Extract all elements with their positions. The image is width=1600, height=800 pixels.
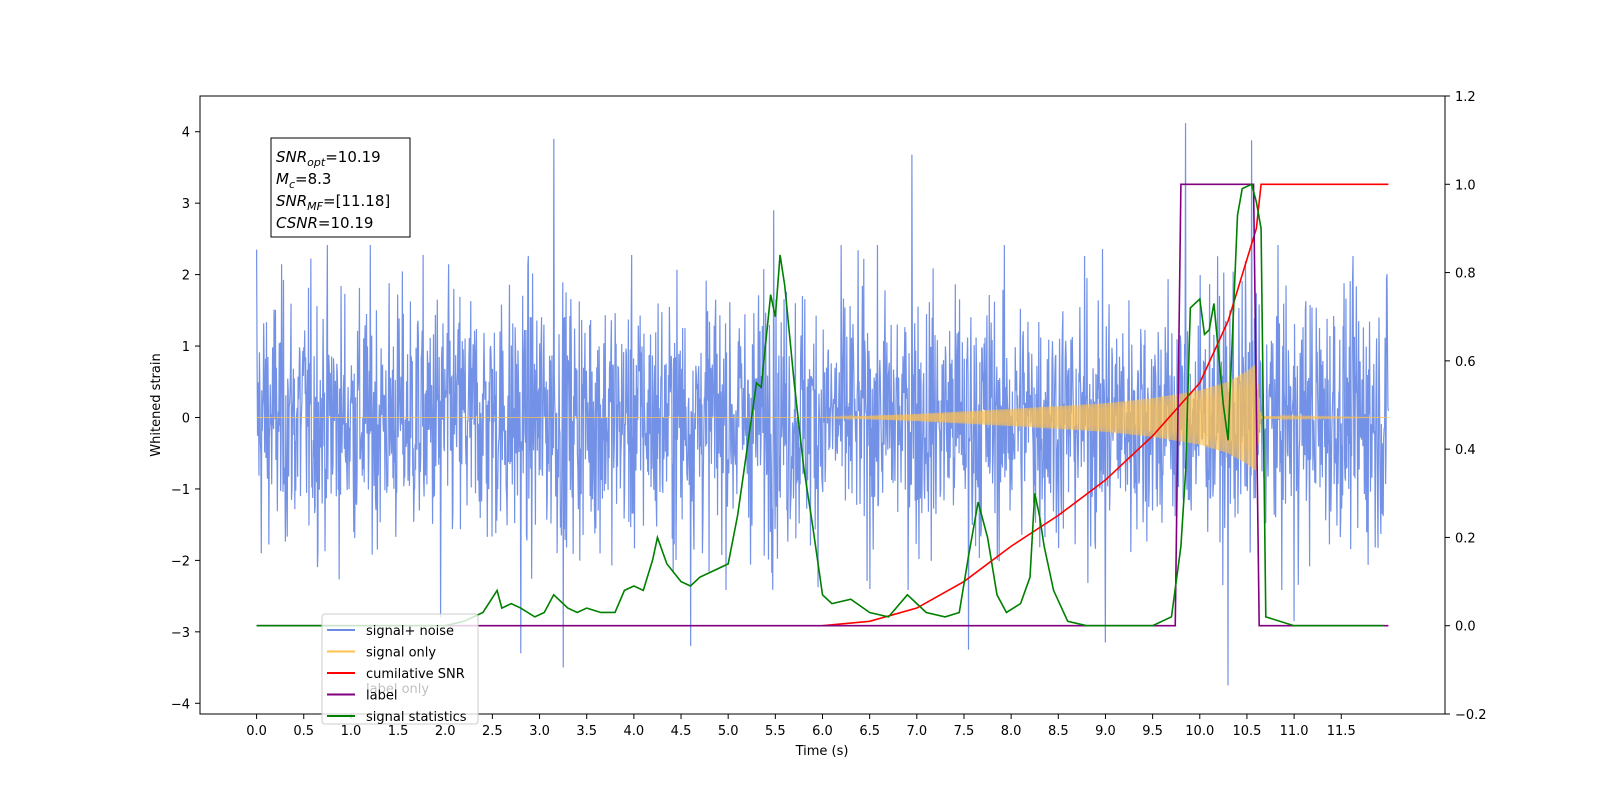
legend-frame	[321, 613, 479, 725]
x-tick-label: 1.5	[388, 724, 409, 739]
series-label	[256, 183, 1389, 627]
x-tick-label: 2.0	[435, 724, 456, 739]
y-tick-label: 1	[182, 340, 190, 355]
y-tick-label: 2	[182, 269, 190, 284]
y2-tick-label: 0.8	[1455, 267, 1476, 282]
x-tick-label: 11.5	[1327, 724, 1356, 739]
y2-tick-label: 1.2	[1455, 90, 1476, 105]
x-tick-label: 8.5	[1048, 724, 1069, 739]
x-tick-label: 11.0	[1280, 724, 1309, 739]
x-tick-label: 10.5	[1232, 724, 1261, 739]
series-layer	[255, 123, 1390, 686]
x-tick-label: 1.0	[341, 724, 362, 739]
y2-tick-label: 0.0	[1455, 620, 1476, 635]
y-tick-label: 3	[182, 197, 190, 212]
y2-tick-label: −0.2	[1455, 708, 1487, 723]
x-tick-label: 4.5	[671, 724, 692, 739]
y2-tick-label: 1.0	[1455, 178, 1476, 193]
x-tick-label: 3.0	[529, 724, 550, 739]
x-tick-label: 6.5	[859, 724, 880, 739]
x-axis: 0.0 0.5 1.0 1.5 2.0 2.5 3.0 3.5 4.0 4.5 5.0 5.5 6.0 6…	[246, 714, 1356, 739]
legend-entry: signal+ noise	[366, 624, 454, 639]
x-tick-label: 10.0	[1185, 724, 1214, 739]
legend-entry: cumilative SNR	[366, 667, 465, 682]
x-axis-label: Time (s)	[795, 744, 849, 759]
x-tick-label: 0.0	[246, 724, 267, 739]
y-tick-label: −2	[171, 554, 190, 569]
annotation-line: SNRopt=10.19	[276, 148, 381, 169]
x-tick-label: 2.5	[482, 724, 503, 739]
y2-tick-label: 0.4	[1455, 443, 1476, 458]
x-tick-label: 5.0	[718, 724, 739, 739]
x-tick-label: 9.0	[1095, 724, 1116, 739]
x-tick-label: 4.0	[624, 724, 645, 739]
x-tick-label: 0.5	[293, 724, 314, 739]
legend-entry: signal statistics	[366, 710, 467, 725]
y-tick-label: 0	[182, 412, 190, 427]
annotation-line: CSNR=10.19	[276, 214, 373, 232]
series-signal-noise	[255, 123, 1390, 686]
x-tick-label: 8.0	[1001, 724, 1022, 739]
annotation-box: SNRopt=10.19Mc=8.3SNRMF=[11.18]CSNR=10.1…	[270, 137, 411, 238]
y-tick-label: −1	[171, 483, 190, 498]
x-tick-label: 6.0	[812, 724, 833, 739]
legend-entry: label	[366, 689, 397, 704]
annotation-line: Mc=8.3	[276, 170, 331, 191]
annotation-line: SNRMF=[11.18]	[276, 192, 390, 213]
series-signal-statistics	[256, 183, 1384, 627]
y-tick-label: 4	[182, 126, 190, 141]
x-tick-label: 7.0	[906, 724, 927, 739]
legend-entry: signal only	[366, 646, 436, 661]
x-tick-label: 5.5	[765, 724, 786, 739]
y-axis-label: Whitened strain	[149, 353, 164, 456]
x-tick-label: 7.5	[954, 724, 975, 739]
y2-tick-label: 0.6	[1455, 355, 1476, 370]
y2-tick-label: 0.2	[1455, 531, 1476, 546]
series-signal-only	[256, 364, 1389, 472]
legend: label only signal+ noise signal only cumila…	[321, 613, 479, 725]
annotation-frame	[270, 137, 411, 238]
x-tick-label: 3.5	[576, 724, 597, 739]
legend-ghost-text: label only	[366, 682, 429, 697]
x-tick-label: 9.5	[1142, 724, 1163, 739]
y-tick-label: −3	[171, 626, 190, 641]
y-tick-label: −4	[171, 697, 190, 712]
left-y-axis: −4 −3 −2 −1 0 1 2 3 4	[171, 126, 200, 712]
right-y-axis: −0.2 0.0 0.2 0.4 0.6 0.8 1.0 1.2	[1445, 90, 1487, 723]
